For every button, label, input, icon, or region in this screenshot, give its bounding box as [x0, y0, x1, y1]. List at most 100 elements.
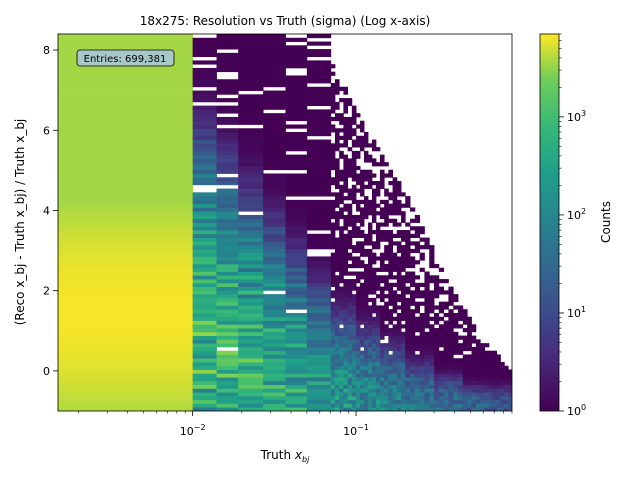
- heatmap-cell: [343, 346, 349, 352]
- heatmap-cell: [351, 184, 357, 189]
- heatmap-cell: [360, 245, 365, 250]
- heatmap-cell: [356, 263, 361, 269]
- heatmap-cell: [480, 361, 485, 367]
- heatmap-cell: [410, 226, 416, 231]
- heatmap-cell: [368, 169, 373, 174]
- heatmap-cell: [347, 384, 353, 389]
- heatmap-cell: [360, 331, 365, 336]
- heatmap-cell: [238, 169, 264, 174]
- heatmap-cell: [379, 158, 385, 163]
- heatmap-cell: [484, 403, 490, 408]
- heatmap-cell: [375, 395, 381, 401]
- heatmap-cell: [216, 237, 239, 242]
- heatmap-cell: [356, 150, 361, 156]
- heatmap-cell: [429, 373, 435, 378]
- heatmap-cell: [419, 245, 425, 250]
- heatmap-cell: [192, 143, 217, 148]
- heatmap-cell: [396, 305, 402, 310]
- heatmap-cell: [453, 346, 459, 352]
- heatmap-cell: [438, 358, 445, 363]
- heatmap-cell: [396, 282, 402, 287]
- heatmap-cell: [360, 173, 365, 178]
- heatmap-cell: [360, 320, 365, 325]
- heatmap-cell: [410, 312, 416, 318]
- heatmap-cell: [434, 290, 440, 295]
- heatmap-cell: [392, 181, 398, 186]
- heatmap-cell: [192, 150, 217, 156]
- heatmap-cell: [356, 312, 361, 318]
- heatmap-cell: [492, 403, 497, 408]
- heatmap-cell: [360, 339, 365, 344]
- heatmap-cell: [375, 358, 381, 363]
- heatmap-cell: [216, 109, 239, 114]
- heatmap-cell: [379, 377, 385, 382]
- heatmap-cell: [360, 369, 365, 374]
- heatmap-cell: [285, 361, 308, 367]
- heatmap-cell: [306, 101, 332, 107]
- heatmap-cell: [334, 331, 340, 336]
- heatmap-cell: [238, 245, 264, 250]
- heatmap-cell: [396, 297, 402, 303]
- heatmap-cell: [384, 245, 389, 250]
- heatmap-cell: [330, 328, 336, 333]
- heatmap-cell: [330, 339, 336, 344]
- heatmap-cell: [471, 373, 477, 378]
- heatmap-cell: [401, 354, 406, 359]
- heatmap-cell: [330, 94, 336, 99]
- heatmap-cell: [375, 346, 381, 352]
- heatmap-cell: [339, 286, 344, 291]
- heatmap-cell: [429, 377, 435, 382]
- heatmap-cell: [334, 275, 340, 280]
- heatmap-cell: [371, 377, 377, 382]
- heatmap-cell: [360, 301, 365, 306]
- heatmap-cell: [419, 369, 425, 374]
- heatmap-cell: [347, 395, 353, 401]
- heatmap-cell: [238, 297, 264, 303]
- heatmap-cell: [306, 331, 332, 336]
- heatmap-cell: [330, 316, 336, 321]
- heatmap-cell: [238, 173, 264, 178]
- heatmap-cell: [410, 395, 416, 401]
- heatmap-cell: [462, 403, 468, 408]
- heatmap-cell: [475, 380, 481, 386]
- heatmap-cell: [339, 350, 344, 355]
- heatmap-cell: [58, 154, 194, 159]
- heatmap-cell: [388, 377, 393, 382]
- heatmap-cell: [351, 120, 357, 125]
- heatmap-cell: [330, 282, 336, 287]
- heatmap-cell: [448, 395, 454, 401]
- heatmap-cell: [448, 384, 454, 389]
- heatmap-cell: [192, 203, 217, 208]
- heatmap-cell: [492, 377, 497, 382]
- heatmap-cell: [388, 263, 393, 269]
- heatmap-cell: [58, 162, 194, 167]
- heatmap-cell: [392, 184, 398, 189]
- heatmap-cell: [58, 260, 194, 265]
- heatmap-cell: [216, 275, 239, 280]
- heatmap-cell: [263, 139, 286, 144]
- heatmap-cell: [429, 245, 435, 250]
- heatmap-cell: [438, 365, 445, 370]
- heatmap-cell: [429, 263, 435, 269]
- heatmap-cell: [216, 169, 239, 174]
- heatmap-cell: [392, 399, 398, 404]
- heatmap-cell: [371, 309, 377, 314]
- heatmap-cell: [263, 339, 286, 344]
- heatmap-cell: [488, 395, 494, 401]
- heatmap-cell: [388, 218, 393, 223]
- heatmap-cell: [438, 373, 445, 378]
- heatmap-cell: [238, 132, 264, 137]
- heatmap-cell: [375, 350, 381, 355]
- heatmap-cell: [356, 331, 361, 336]
- heatmap-cell: [429, 350, 435, 355]
- heatmap-cell: [339, 116, 344, 122]
- heatmap-cell: [192, 120, 217, 125]
- heatmap-cell: [58, 222, 194, 227]
- heatmap-cell: [351, 358, 357, 363]
- heatmap-cell: [368, 177, 373, 182]
- heatmap-cell: [484, 373, 490, 378]
- heatmap-cell: [396, 399, 402, 404]
- heatmap-cell: [339, 380, 344, 386]
- heatmap-cell: [429, 392, 435, 397]
- heatmap-cell: [334, 316, 340, 321]
